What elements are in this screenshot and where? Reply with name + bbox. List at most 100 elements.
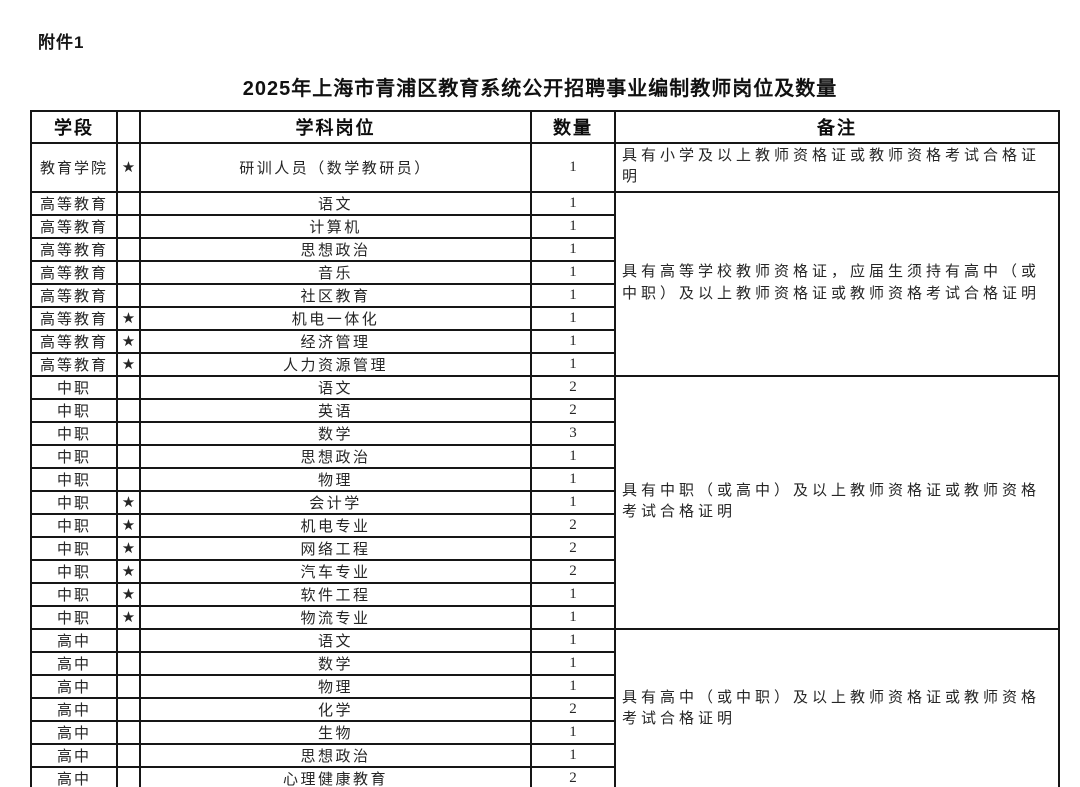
position-cell: 汽车专业 <box>139 558 532 584</box>
count-cell: 2 <box>530 374 616 400</box>
stage-cell: 中职 <box>30 489 118 515</box>
positions-table-body: 教育学院 ★ 研训人员（数学教研员） 1 具有小学及以上教师资格证或教师资格考试合格证明… <box>30 142 1060 787</box>
header-position: 学科岗位 <box>139 110 532 144</box>
table-row: 高等教育 语文 1 具有高等学校教师资格证，应届生须持有高中（或中职）及以上教师资格证… <box>30 190 1060 377</box>
table-header-row: 学段 学科岗位 数量 备注 <box>30 110 1060 144</box>
table-row: 中职 ★ 会计学 1 <box>30 489 1059 515</box>
stage-cell: 中职 <box>30 466 118 492</box>
count-cell: 1 <box>530 489 616 515</box>
stage-cell: 中职 <box>30 374 118 400</box>
position-cell: 会计学 <box>139 489 532 515</box>
header-star <box>116 110 141 144</box>
stage-cell: 中职 <box>30 558 118 584</box>
star-cell: ★ <box>116 512 141 538</box>
count-cell: 1 <box>530 259 616 285</box>
remark-cell: 具有中职（或高中）及以上教师资格证或教师资格考试合格证明 <box>614 374 1060 630</box>
remark-cell: 具有高等学校教师资格证，应届生须持有高中（或中职）及以上教师资格证或教师资格考试… <box>614 190 1060 377</box>
star-cell: ★ <box>116 581 141 607</box>
table-row: 中职 思想政治 1 <box>30 443 1059 469</box>
stage-cell: 高等教育 <box>30 190 118 216</box>
star-cell <box>116 742 141 768</box>
star-cell <box>116 627 141 653</box>
position-cell: 计算机 <box>139 213 532 239</box>
position-cell: 英语 <box>139 397 532 423</box>
position-cell: 音乐 <box>139 259 532 285</box>
table-row: 高中 生物 1 <box>30 719 1059 745</box>
table-row: 高等教育 思想政治 1 <box>30 236 1059 262</box>
table-row: 中职 数学 3 <box>30 420 1059 446</box>
count-cell: 1 <box>530 627 616 653</box>
table-row: 高中 心理健康教育 2 <box>30 765 1059 787</box>
position-cell: 语文 <box>139 627 532 653</box>
star-cell <box>116 420 141 446</box>
position-cell: 经济管理 <box>139 328 532 354</box>
position-cell: 研训人员（数学教研员） <box>139 142 532 193</box>
stage-cell: 高等教育 <box>30 328 118 354</box>
table-row: 中职 ★ 汽车专业 2 <box>30 558 1059 584</box>
position-cell: 生物 <box>139 719 532 745</box>
table-row: 高等教育 社区教育 1 <box>30 282 1059 308</box>
count-cell: 1 <box>530 236 616 262</box>
table-row: 中职 语文 2 具有中职（或高中）及以上教师资格证或教师资格考试合格证明 <box>30 374 1060 630</box>
count-cell: 1 <box>530 282 616 308</box>
count-cell: 1 <box>530 604 616 630</box>
star-cell: ★ <box>116 535 141 561</box>
count-cell: 1 <box>530 213 616 239</box>
table-row: 高等教育 ★ 人力资源管理 1 <box>30 351 1059 377</box>
header-remark: 备注 <box>614 110 1060 144</box>
stage-cell: 中职 <box>30 535 118 561</box>
position-cell: 人力资源管理 <box>139 351 532 377</box>
stage-cell: 中职 <box>30 397 118 423</box>
count-cell: 3 <box>530 420 616 446</box>
position-cell: 语文 <box>139 374 532 400</box>
attachment-label: 附件1 <box>38 33 85 52</box>
count-cell: 1 <box>530 351 616 377</box>
stage-cell: 高中 <box>30 673 118 699</box>
star-cell <box>116 466 141 492</box>
star-cell: ★ <box>116 604 141 630</box>
star-cell <box>116 259 141 285</box>
star-cell: ★ <box>116 351 141 377</box>
count-cell: 1 <box>530 466 616 492</box>
position-cell: 网络工程 <box>139 535 532 561</box>
table-row: 中职 英语 2 <box>30 397 1059 423</box>
table-row: 中职 物理 1 <box>30 466 1059 492</box>
stage-cell: 中职 <box>30 420 118 446</box>
position-cell: 机电一体化 <box>139 305 532 331</box>
star-cell <box>116 673 141 699</box>
star-cell <box>116 696 141 722</box>
position-cell: 物流专业 <box>139 604 532 630</box>
table-row: 高中 物理 1 <box>30 673 1059 699</box>
count-cell: 2 <box>530 512 616 538</box>
star-cell <box>116 719 141 745</box>
position-cell: 物理 <box>139 673 532 699</box>
table-row: 高中 数学 1 <box>30 650 1059 676</box>
page-title: 2025年上海市青浦区教育系统公开招聘事业编制教师岗位及数量 <box>242 78 838 100</box>
positions-table: 学段 学科岗位 数量 备注 教育学院 ★ 研训人员（数学教研员） 1 具有小学及以上教师… <box>30 110 1060 787</box>
table-row: 中职 ★ 物流专业 1 <box>30 604 1059 630</box>
star-cell: ★ <box>116 142 141 193</box>
stage-cell: 高中 <box>30 696 118 722</box>
stage-cell: 高等教育 <box>30 213 118 239</box>
stage-cell: 中职 <box>30 581 118 607</box>
position-cell: 心理健康教育 <box>139 765 532 787</box>
count-cell: 1 <box>530 443 616 469</box>
position-cell: 数学 <box>139 650 532 676</box>
table-row: 高中 化学 2 <box>30 696 1059 722</box>
table-row: 高中 语文 1 具有高中（或中职）及以上教师资格证或教师资格考试合格证明 <box>30 627 1060 787</box>
star-cell: ★ <box>116 328 141 354</box>
stage-cell: 中职 <box>30 604 118 630</box>
star-cell <box>116 213 141 239</box>
table-row: 高等教育 计算机 1 <box>30 213 1059 239</box>
remark-cell: 具有高中（或中职）及以上教师资格证或教师资格考试合格证明 <box>614 627 1060 787</box>
star-cell <box>116 190 141 216</box>
position-cell: 思想政治 <box>139 236 532 262</box>
star-cell <box>116 236 141 262</box>
star-cell: ★ <box>116 305 141 331</box>
position-cell: 语文 <box>139 190 532 216</box>
stage-cell: 高中 <box>30 742 118 768</box>
count-cell: 2 <box>530 558 616 584</box>
star-cell <box>116 765 141 787</box>
table-row: 教育学院 ★ 研训人员（数学教研员） 1 具有小学及以上教师资格证或教师资格考试合格证明 <box>30 142 1060 193</box>
